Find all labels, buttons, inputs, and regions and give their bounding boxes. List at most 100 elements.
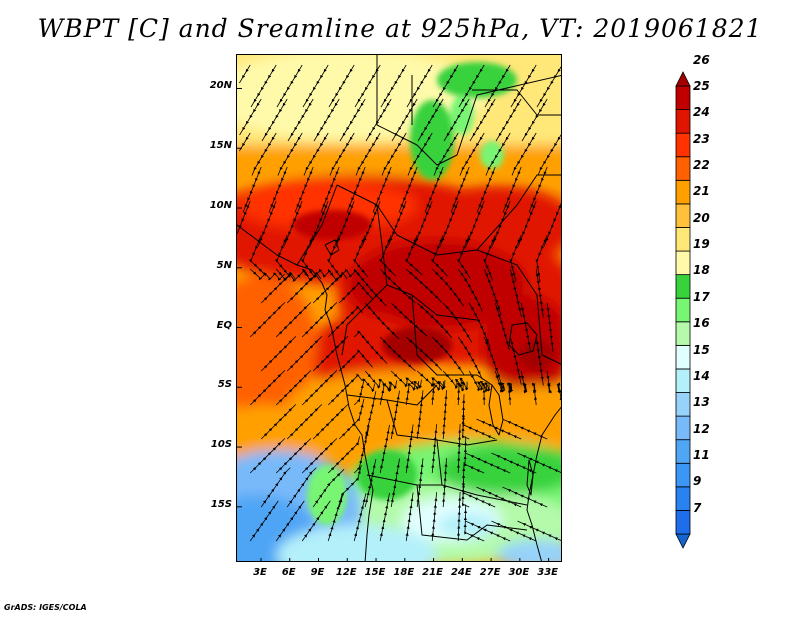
streamline <box>430 234 448 277</box>
streamline <box>346 166 366 213</box>
colorbar-level-label: 13 <box>693 395 710 410</box>
colorbar-swatch <box>675 439 691 464</box>
streamline <box>283 200 303 247</box>
streamline <box>312 336 349 372</box>
streamline <box>406 64 433 108</box>
lat-ticks <box>237 87 242 508</box>
streamline <box>458 64 485 108</box>
lon-label: 18E <box>393 567 415 578</box>
colorbar-level-label: 23 <box>693 131 710 146</box>
streamline <box>431 336 465 375</box>
streamline <box>484 64 511 108</box>
colorbar-swatch <box>675 85 691 110</box>
streamline <box>327 373 363 406</box>
streamline <box>469 98 496 142</box>
streamline <box>535 268 544 318</box>
streamline <box>303 132 329 176</box>
streamline <box>465 200 485 247</box>
streamlines <box>237 64 561 542</box>
lon-label: 30E <box>508 567 530 578</box>
streamline <box>313 98 340 142</box>
streamline <box>364 391 377 440</box>
streamline <box>237 200 251 234</box>
streamline <box>441 458 448 508</box>
streamline <box>327 305 363 338</box>
lon-label: 27E <box>479 567 501 578</box>
streamline <box>494 302 510 351</box>
streamline <box>506 382 514 406</box>
lon-label: 12E <box>335 567 357 578</box>
streamline <box>431 380 447 406</box>
streamline <box>511 132 537 176</box>
streamline <box>250 64 277 108</box>
colorbar-level-label: 20 <box>693 210 710 225</box>
streamline <box>520 302 531 352</box>
streamline <box>320 166 340 213</box>
streamline <box>242 166 262 213</box>
colorbar-level-label: 9 <box>693 474 702 489</box>
streamline <box>302 64 329 108</box>
streamline <box>312 468 345 508</box>
streamline <box>339 98 366 142</box>
streamline <box>509 336 522 385</box>
colorbar-level-label: 24 <box>693 105 710 120</box>
streamline <box>431 268 465 307</box>
colorbar-level-label: 16 <box>693 316 710 331</box>
streamline <box>416 390 424 440</box>
streamline <box>260 467 291 508</box>
streamline <box>450 166 470 213</box>
streamline <box>481 382 491 406</box>
colorbar-swatch <box>675 227 691 252</box>
colorbar: 7 9 11 12 13 14 15 16 17 18 19 20 21 22 23 24 25 26 <box>675 53 736 560</box>
streamline <box>277 132 303 176</box>
streamline <box>329 132 355 176</box>
lat-label: 10S <box>210 439 232 451</box>
lon-label: 9E <box>310 567 325 578</box>
streamline <box>379 424 390 474</box>
streamline <box>502 486 548 508</box>
streamline <box>405 492 414 542</box>
streamline <box>309 200 329 247</box>
colorbar-max-triangle <box>675 71 691 87</box>
streamline <box>491 200 511 247</box>
chart-title: WBPT [C] and Sreamline at 925hPa, VT: 20… <box>37 14 763 43</box>
streamline <box>405 424 414 474</box>
streamline <box>431 424 438 474</box>
lon-label: 33E <box>537 567 558 578</box>
streamline <box>338 398 365 440</box>
streamline <box>275 500 305 542</box>
streamline <box>328 64 355 108</box>
streamline <box>380 64 407 108</box>
colorbar-swatch <box>675 510 691 535</box>
streamline <box>239 98 262 136</box>
streamline <box>276 64 303 108</box>
streamline <box>387 200 407 247</box>
streamline <box>495 98 522 142</box>
streamline <box>372 166 392 213</box>
streamline <box>520 370 528 394</box>
colorbar-level-label: 22 <box>693 158 710 173</box>
streamline <box>431 492 438 542</box>
streamline <box>457 268 483 312</box>
colorbar-swatch <box>675 109 691 134</box>
streamline <box>468 302 491 348</box>
colorbar-swatch <box>675 156 691 181</box>
colorbar-level-label: 26 <box>693 52 710 67</box>
colorbar-swatch <box>675 179 691 205</box>
colorbar-swatch <box>675 203 691 228</box>
colorbar-swatch <box>675 250 691 276</box>
streamline <box>352 234 369 278</box>
streamline <box>528 166 548 213</box>
streamline <box>546 370 552 394</box>
colorbar-level-label: 7 <box>693 500 702 515</box>
colorbar-level-label: 25 <box>693 79 710 93</box>
streamline <box>442 302 473 343</box>
streamline <box>456 423 462 474</box>
streamline <box>301 500 331 542</box>
colorbar-level-label: 14 <box>693 368 710 383</box>
map-panel <box>236 54 562 562</box>
streamline <box>378 234 396 277</box>
streamline <box>335 200 355 247</box>
streamline <box>413 200 433 247</box>
lon-label: 21E <box>422 567 443 578</box>
